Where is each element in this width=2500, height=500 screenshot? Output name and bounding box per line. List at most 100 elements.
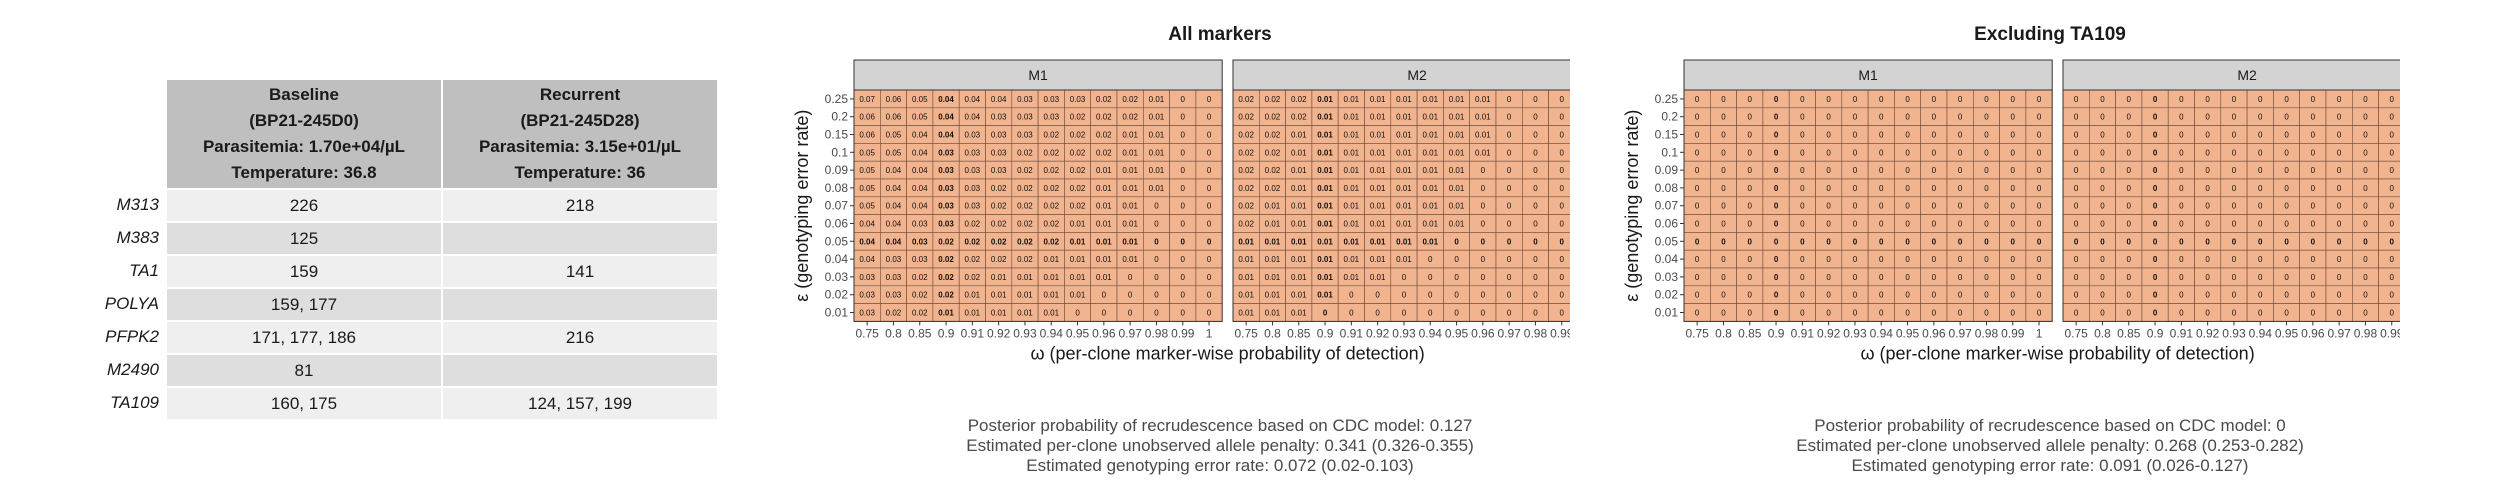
cell-value: 0 xyxy=(2011,166,2016,175)
cell-value: 0.02 xyxy=(1238,113,1254,122)
x-tick-label: 0.91 xyxy=(961,326,985,340)
x-tick-label: 0.96 xyxy=(2301,326,2325,340)
cell-value: 0 xyxy=(2363,202,2368,211)
cell-value: 0 xyxy=(1774,220,1779,229)
cell-value: 0.02 xyxy=(991,255,1007,264)
cell-value: 0 xyxy=(1102,291,1107,300)
cell-value: 0.01 xyxy=(1265,202,1281,211)
cell-value: 0.02 xyxy=(1043,184,1059,193)
x-tick-label: 0.95 xyxy=(2275,326,2299,340)
cell-value: 0 xyxy=(1533,166,1538,175)
cell-value: 0 xyxy=(2074,237,2079,246)
cell-value: 0 xyxy=(2011,255,2016,264)
cell-value: 0.01 xyxy=(1370,220,1386,229)
cell-value: 0.01 xyxy=(1122,220,1138,229)
cell-value: 0.01 xyxy=(1344,113,1360,122)
cell-value: 0 xyxy=(2232,148,2237,157)
cell-value: 0.03 xyxy=(886,291,902,300)
cell-value: 0.01 xyxy=(1043,273,1059,282)
cell-value: 0 xyxy=(1958,255,1963,264)
x-tick-label: 0.94 xyxy=(1419,326,1443,340)
cell-value: 0 xyxy=(1800,131,1805,140)
cell-value: 0.02 xyxy=(1238,220,1254,229)
cell-value: 0 xyxy=(1800,237,1805,246)
cell-value: 0 xyxy=(2153,202,2158,211)
cell-value: 0.01 xyxy=(1344,237,1360,246)
cell-value: 0 xyxy=(2258,255,2263,264)
cell-value: 0 xyxy=(1932,291,1937,300)
cell-value: 0.02 xyxy=(1265,184,1281,193)
cell-value: 0.02 xyxy=(1238,166,1254,175)
cell-value: 0 xyxy=(2337,148,2342,157)
x-tick-label: 0.85 xyxy=(1738,326,1762,340)
cell-value: 0 xyxy=(1932,237,1937,246)
x-tick-label: 0.95 xyxy=(1066,326,1090,340)
cell-value: 0 xyxy=(1879,237,1884,246)
cell-value: 0 xyxy=(1207,273,1212,282)
facet-strip xyxy=(853,59,1223,91)
cell-value: 0.02 xyxy=(1043,148,1059,157)
cell-value: 0 xyxy=(1533,148,1538,157)
cell-value: 0.02 xyxy=(1265,131,1281,140)
cell-value: 0.06 xyxy=(886,95,902,104)
cell-value: 0 xyxy=(2232,166,2237,175)
cell-value: 0 xyxy=(1800,291,1805,300)
cell-value: 0.02 xyxy=(938,291,954,300)
table-header-row: Baseline (BP21-245D0) Parasitemia: 1.70e… xyxy=(95,80,719,188)
cell-value: 0.03 xyxy=(1017,95,1033,104)
cell-value: 0 xyxy=(1958,184,1963,193)
cell-value: 0 xyxy=(2100,166,2105,175)
header-line: Recurrent xyxy=(539,85,621,104)
cell-value: 0.01 xyxy=(965,291,981,300)
cell-value: 0 xyxy=(2100,309,2105,318)
cell-value: 0 xyxy=(1481,291,1486,300)
cell-value: 0 xyxy=(2258,113,2263,122)
cell-value: 0 xyxy=(2153,95,2158,104)
cell-value: 0.01 xyxy=(1396,166,1412,175)
cell-value: 0 xyxy=(2037,255,2042,264)
cell-value: 0.03 xyxy=(965,166,981,175)
cell-value: 0 xyxy=(2284,273,2289,282)
cell-value: 0 xyxy=(1826,113,1831,122)
x-tick-label: 0.93 xyxy=(1392,326,1416,340)
cell-value: 0 xyxy=(1800,95,1805,104)
cell-value: 0 xyxy=(2258,166,2263,175)
cell-value: 0.03 xyxy=(938,148,954,157)
cell-value: 0.03 xyxy=(912,220,928,229)
cell-value: 0 xyxy=(1695,148,1700,157)
cell-value: 0 xyxy=(1181,113,1186,122)
cell-value: 0 xyxy=(2390,273,2395,282)
cell-value: 0 xyxy=(1984,202,1989,211)
cell-value: 0 xyxy=(1853,202,1858,211)
x-tick-label: 0.93 xyxy=(1843,326,1867,340)
baseline-alleles: 159, 177 xyxy=(167,287,443,320)
cell-value: 0 xyxy=(1454,273,1459,282)
cell-value: 0.03 xyxy=(912,237,928,246)
cell-value: 0 xyxy=(1695,131,1700,140)
cell-value: 0.05 xyxy=(912,95,928,104)
cell-value: 0.05 xyxy=(886,148,902,157)
y-tick-label: 0.01 xyxy=(1655,306,1679,320)
cell-value: 0 xyxy=(1958,202,1963,211)
cell-value: 0 xyxy=(2284,95,2289,104)
cell-value: 0.01 xyxy=(1291,273,1307,282)
cell-value: 0 xyxy=(1507,220,1512,229)
cell-value: 0 xyxy=(1748,113,1753,122)
cell-value: 0.03 xyxy=(859,291,875,300)
cell-value: 0 xyxy=(1481,220,1486,229)
cell-value: 0.01 xyxy=(965,309,981,318)
cell-value: 0 xyxy=(2179,95,2184,104)
cell-value: 0 xyxy=(1349,291,1354,300)
cell-value: 0 xyxy=(2037,202,2042,211)
x-tick-label: 0.99 xyxy=(2380,326,2400,340)
cell-value: 0 xyxy=(2179,131,2184,140)
cell-value: 0 xyxy=(1853,131,1858,140)
cell-value: 0 xyxy=(1879,113,1884,122)
cell-value: 0 xyxy=(1721,166,1726,175)
cell-value: 0 xyxy=(1748,202,1753,211)
y-tick-label: 0.08 xyxy=(1655,181,1679,195)
cell-value: 0 xyxy=(1154,202,1159,211)
x-tick-label: 0.98 xyxy=(1975,326,1999,340)
cell-value: 0 xyxy=(2127,220,2132,229)
cell-value: 0 xyxy=(1481,255,1486,264)
